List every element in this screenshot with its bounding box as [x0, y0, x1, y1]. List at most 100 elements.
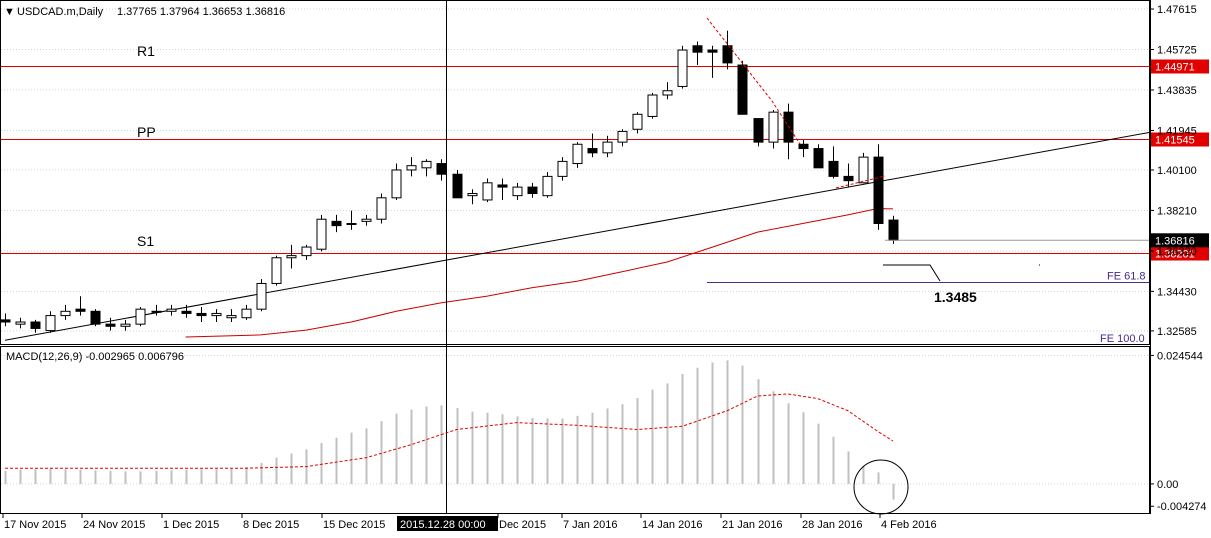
candle-bull [617, 130, 628, 143]
price-pane[interactable] [0, 0, 1150, 345]
symbol-label: USDCAD.m,Daily [17, 6, 104, 18]
macd-histogram [4, 360, 895, 500]
price-tick-label: 1.40100 [1157, 165, 1197, 177]
candle-bull [361, 218, 372, 222]
macd-signal [5, 393, 894, 469]
candle-bull [647, 94, 658, 117]
date-axis: 17 Nov 2015 24 Nov 2015 1 Dec 2015 8 Dec 20… [2, 514, 937, 531]
date-tick-label: 17 Nov 2015 [4, 519, 66, 531]
price-tick-label: 1.41945 [1157, 125, 1197, 137]
candle-bull [120, 323, 131, 327]
highlight-circle [853, 459, 909, 515]
candle-bull [602, 141, 613, 154]
fe-label: FE 61.8 [1107, 271, 1146, 283]
price-tick-label: 1.45725 [1157, 45, 1197, 57]
candle-bear [587, 148, 598, 154]
menu-arrow-icon[interactable]: ▼ [4, 6, 15, 18]
signal-line [5, 393, 894, 469]
candle-bear [753, 118, 764, 143]
date-tick-label: 28 Jan 2016 [802, 519, 863, 531]
date-tick-label: 21 Jan 2016 [722, 519, 783, 531]
price-axis: 1.47615 1.45725 1.43835 1.41945 1.40100 1.382… [885, 4, 1209, 338]
pivot-name-label: S1 [137, 233, 154, 249]
candle-bull [662, 90, 673, 96]
candle-bull [632, 113, 643, 130]
candle-bear [527, 186, 538, 195]
candle-bear [813, 148, 824, 169]
price-tick-label: 1.36320 [1157, 246, 1197, 258]
candle-bull [376, 197, 387, 220]
candle-bear [0, 319, 11, 323]
candle-bear [452, 173, 463, 199]
candle-bull [346, 223, 357, 226]
candle-bull [226, 315, 237, 319]
ohlc-label: 1.37765 1.37964 1.36653 1.36816 [117, 6, 285, 18]
macd-tick-label: 0.024544 [1157, 350, 1203, 362]
current-price-tag [1151, 233, 1209, 248]
candle-bull [482, 182, 493, 201]
macd-axis: 0.024544 0.00 -0.004274 [1150, 350, 1207, 513]
date-tick-label: Dec 2015 [499, 519, 546, 531]
candle-bull [406, 165, 417, 171]
candle-bull [135, 308, 146, 325]
candle-bull [166, 308, 177, 312]
candle-bear [707, 49, 718, 53]
candle-bull [286, 255, 297, 259]
candle-bull [271, 257, 282, 284]
fibonacci-levels: FE 61.8 FE 100.0 [707, 271, 1149, 345]
date-tick-label: 1 Dec 2015 [163, 519, 219, 531]
candle-bull [15, 321, 26, 325]
candle-bull [421, 160, 432, 169]
pivot-price-label: 1.36201 [1155, 249, 1195, 261]
pivot-price-tag [1151, 59, 1209, 74]
candle-bull [391, 169, 402, 199]
candle-bear [692, 45, 703, 53]
candle-bull [858, 156, 869, 184]
pivot-price-tag [1151, 132, 1209, 147]
price-tick-label: 1.34430 [1157, 286, 1197, 298]
candle-bear [722, 45, 733, 64]
trend-line [4, 131, 1150, 341]
candle-bull [211, 312, 222, 317]
pivot-price-tag [1151, 246, 1209, 261]
pivot-price-label: 1.44971 [1155, 62, 1195, 74]
date-tick-label: 24 Nov 2015 [83, 519, 145, 531]
macd-tick-label: -0.004274 [1157, 501, 1207, 513]
target-leader-line [883, 264, 941, 282]
candle-bull [151, 310, 162, 313]
candle-bear [497, 184, 508, 188]
candle-bull [256, 282, 267, 310]
price-tick-label: 1.47615 [1157, 4, 1197, 16]
candle-bull [572, 143, 583, 165]
candle-bull [241, 308, 252, 319]
candle-bull [301, 246, 312, 257]
pivot-name-label: PP [137, 124, 156, 140]
zigzag-dashed-2 [835, 175, 886, 189]
candle-bear [737, 64, 748, 115]
date-tick-label: 7 Jan 2016 [563, 519, 617, 531]
candle-bull [467, 193, 478, 197]
candle-bull [512, 186, 523, 197]
date-tick-label: 15 Dec 2015 [323, 519, 385, 531]
candle-bear [181, 310, 192, 314]
target-label: 1.3485 [934, 289, 977, 305]
price-tick-label: 1.43835 [1157, 85, 1197, 97]
price-tick-label: 1.32585 [1157, 326, 1197, 338]
candle-bear [30, 321, 41, 329]
candle-bear [90, 310, 101, 325]
candle-bear [798, 143, 809, 150]
macd-tick-label: 0.00 [1157, 479, 1178, 491]
candle-bull [542, 175, 553, 197]
candle-bull [45, 315, 56, 332]
pivot-price-label: 1.41545 [1155, 135, 1195, 147]
candle-bull [768, 111, 779, 143]
date-tick-label: 4 Feb 2016 [881, 519, 937, 531]
pivot-levels: R1 1.44971 PP 1.41545 S1 1.36201 [1, 43, 1209, 261]
crosshair-date-box [397, 516, 498, 531]
grid [1, 8, 1149, 485]
fe-label: FE 100.0 [1100, 333, 1145, 345]
macd-pane[interactable] [0, 346, 1150, 514]
candle-bear [105, 323, 116, 327]
candle-bear [75, 308, 86, 312]
overlays [4, 131, 1150, 341]
